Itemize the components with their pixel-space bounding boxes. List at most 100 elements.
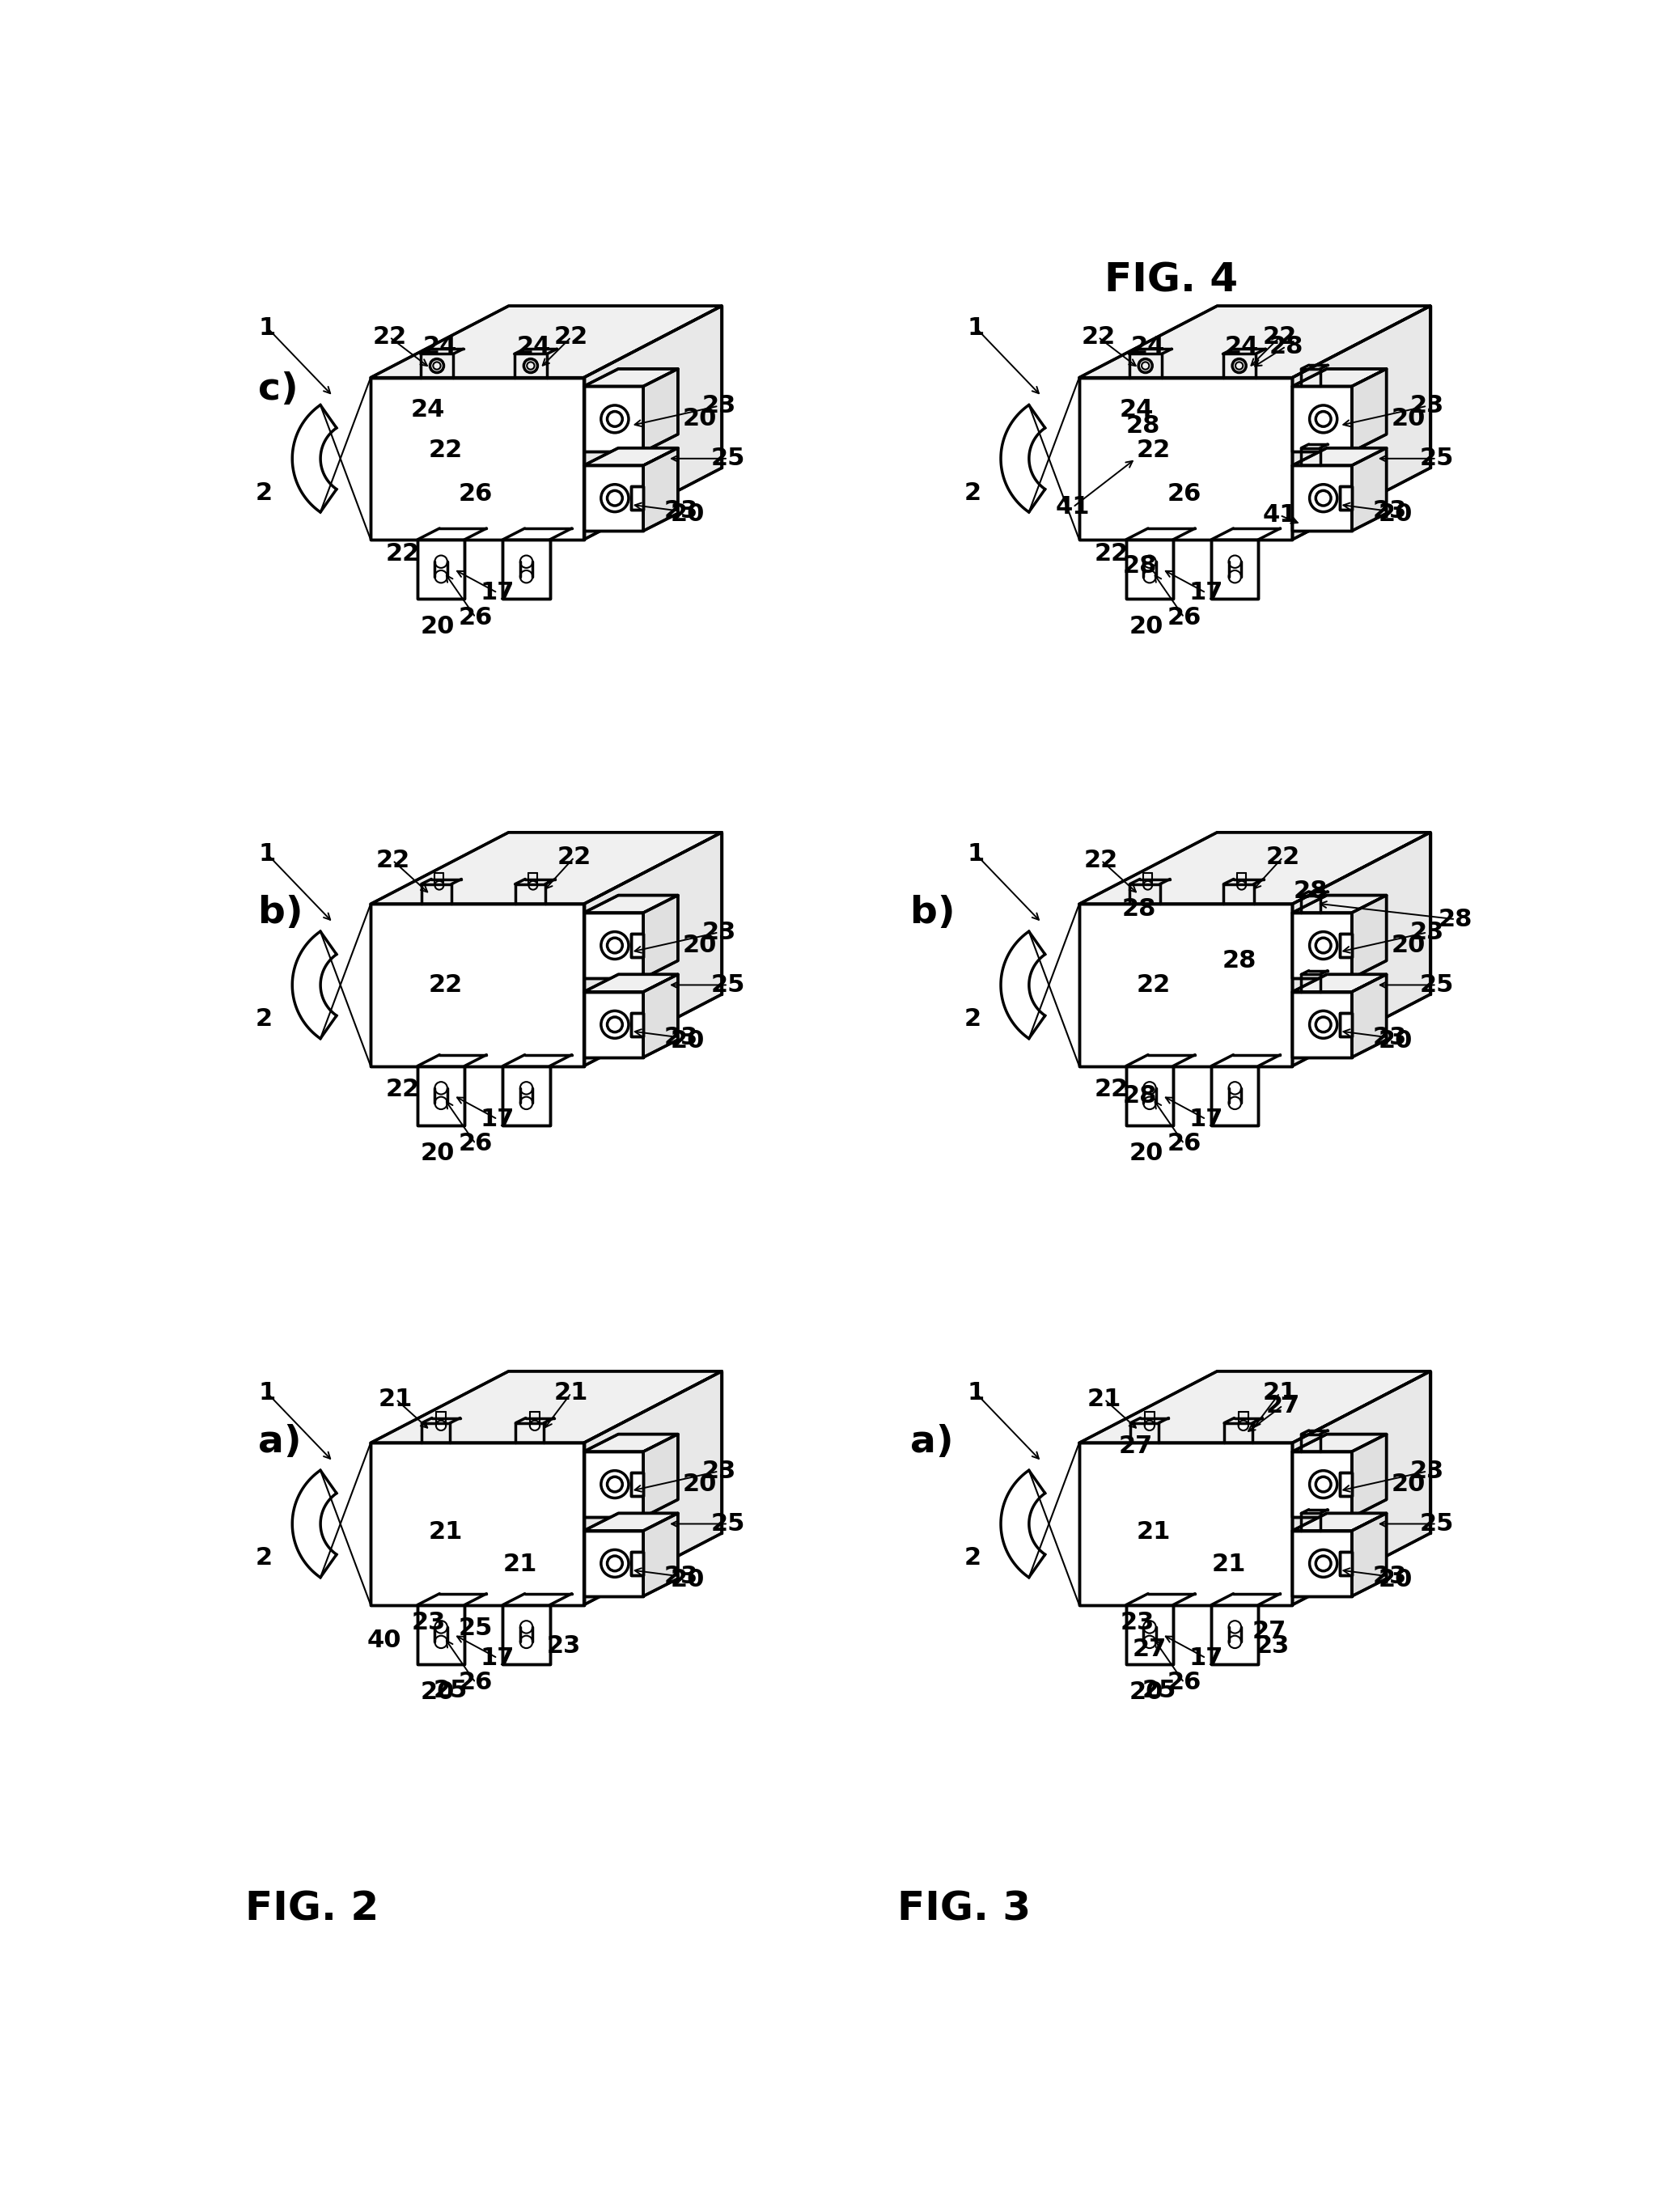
Polygon shape — [631, 1551, 643, 1575]
Polygon shape — [1292, 1451, 1352, 1517]
Polygon shape — [1002, 1471, 1045, 1577]
Circle shape — [520, 555, 533, 568]
Circle shape — [435, 555, 447, 568]
Text: b): b) — [257, 894, 302, 931]
Text: 28: 28 — [1126, 414, 1161, 438]
Text: 25: 25 — [1420, 447, 1453, 471]
Circle shape — [520, 571, 533, 582]
Text: 21: 21 — [429, 1520, 462, 1544]
Polygon shape — [417, 540, 465, 599]
Text: 23: 23 — [664, 500, 698, 522]
Circle shape — [1229, 571, 1241, 582]
Text: 21: 21 — [1136, 1520, 1171, 1544]
Polygon shape — [1292, 465, 1352, 531]
Text: 20: 20 — [669, 502, 704, 526]
Polygon shape — [1292, 832, 1430, 1066]
Polygon shape — [1126, 540, 1173, 599]
Polygon shape — [583, 914, 643, 978]
Text: 28: 28 — [1294, 878, 1327, 902]
Polygon shape — [1292, 991, 1352, 1057]
Text: 28: 28 — [1123, 555, 1158, 577]
Polygon shape — [417, 1066, 465, 1126]
Text: 21: 21 — [555, 1380, 588, 1405]
Polygon shape — [1339, 933, 1352, 958]
Polygon shape — [1292, 449, 1387, 465]
Text: 1: 1 — [967, 1380, 985, 1405]
Text: FIG. 3: FIG. 3 — [897, 1889, 1031, 1929]
Text: 20: 20 — [1129, 1681, 1164, 1703]
Text: 17: 17 — [480, 1646, 515, 1670]
Text: 23: 23 — [1410, 920, 1445, 945]
Polygon shape — [417, 1606, 465, 1663]
Text: 20: 20 — [1379, 1568, 1414, 1590]
Polygon shape — [1126, 1606, 1173, 1663]
Circle shape — [435, 1097, 447, 1108]
Text: 22: 22 — [1136, 973, 1171, 998]
Text: 22: 22 — [429, 438, 462, 462]
Text: a): a) — [257, 1425, 301, 1460]
Polygon shape — [583, 1531, 643, 1597]
Text: 25: 25 — [711, 447, 746, 471]
Circle shape — [1239, 1420, 1249, 1431]
Text: 27: 27 — [1266, 1394, 1301, 1418]
Polygon shape — [370, 1442, 583, 1606]
Text: 25: 25 — [434, 1679, 468, 1701]
Text: 25: 25 — [458, 1617, 493, 1641]
Text: 28: 28 — [1222, 949, 1256, 973]
Text: 21: 21 — [1211, 1553, 1246, 1577]
Polygon shape — [1292, 387, 1352, 451]
Circle shape — [435, 571, 447, 582]
Polygon shape — [1292, 305, 1430, 540]
Text: 17: 17 — [1189, 582, 1222, 604]
Text: 24: 24 — [422, 334, 457, 358]
Text: 24: 24 — [1131, 334, 1166, 358]
Text: 20: 20 — [1379, 1029, 1414, 1053]
Circle shape — [530, 1420, 540, 1431]
Text: 23: 23 — [1410, 1460, 1445, 1482]
Polygon shape — [1292, 896, 1387, 914]
Polygon shape — [583, 1513, 678, 1531]
Text: 24: 24 — [410, 398, 445, 422]
Polygon shape — [1211, 1066, 1259, 1126]
Polygon shape — [583, 832, 723, 1066]
Text: 17: 17 — [480, 582, 515, 604]
Text: 26: 26 — [458, 1133, 493, 1155]
Polygon shape — [1292, 914, 1352, 978]
Text: 22: 22 — [1095, 1077, 1128, 1102]
Circle shape — [1237, 880, 1246, 889]
Text: 28: 28 — [1269, 334, 1304, 358]
Text: 20: 20 — [683, 1473, 718, 1495]
Polygon shape — [1339, 487, 1352, 511]
Text: 22: 22 — [1085, 849, 1118, 872]
Text: 25: 25 — [711, 973, 746, 998]
Text: 20: 20 — [683, 933, 718, 958]
Polygon shape — [370, 378, 583, 540]
Text: a): a) — [910, 1425, 953, 1460]
Text: 21: 21 — [1262, 1380, 1297, 1405]
Text: 2: 2 — [963, 480, 982, 504]
Polygon shape — [1080, 378, 1292, 540]
Polygon shape — [292, 1471, 337, 1577]
Polygon shape — [583, 369, 678, 387]
Text: 20: 20 — [1129, 615, 1164, 639]
Polygon shape — [1080, 905, 1292, 1066]
Text: 41: 41 — [1262, 504, 1297, 526]
Text: c): c) — [257, 372, 297, 407]
Circle shape — [1143, 571, 1156, 582]
Circle shape — [520, 1621, 533, 1632]
Text: 22: 22 — [385, 1077, 420, 1102]
Polygon shape — [1002, 931, 1045, 1040]
Polygon shape — [643, 449, 678, 531]
Text: 40: 40 — [367, 1628, 402, 1652]
Text: 23: 23 — [412, 1610, 445, 1635]
Text: 20: 20 — [420, 1141, 455, 1166]
Circle shape — [1143, 1621, 1156, 1632]
Text: 22: 22 — [385, 542, 420, 566]
Text: 20: 20 — [683, 407, 718, 431]
Polygon shape — [583, 1433, 678, 1451]
Text: 2: 2 — [256, 1546, 272, 1571]
Text: 22: 22 — [1136, 438, 1171, 462]
Polygon shape — [1211, 1606, 1259, 1663]
Text: 24: 24 — [1120, 398, 1154, 422]
Text: 22: 22 — [372, 325, 407, 349]
